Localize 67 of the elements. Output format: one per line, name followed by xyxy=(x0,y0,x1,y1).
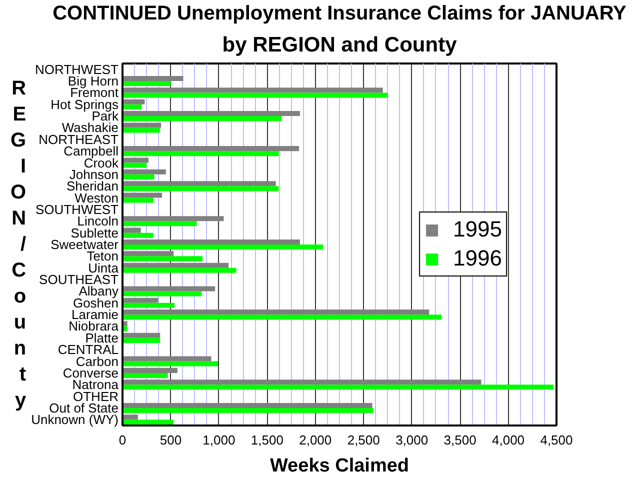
x-tick-label: 1,500 xyxy=(250,432,284,448)
bar xyxy=(122,384,554,390)
x-axis-title: Weeks Claimed xyxy=(270,456,410,476)
x-tick-label: 4,000 xyxy=(492,432,525,448)
x-tick-label: 500 xyxy=(160,432,182,448)
x-tick-label: 3,500 xyxy=(444,432,476,448)
y-tick-label: NORTHWEST xyxy=(34,62,119,77)
x-tick-label: 3,000 xyxy=(396,432,428,448)
bar xyxy=(122,216,224,222)
bar xyxy=(122,420,174,425)
chart-title: CONTINUED Unemployment Insurance Claims for JANUARY xyxy=(52,2,628,24)
bar xyxy=(122,251,174,256)
bar xyxy=(122,92,388,98)
bar xyxy=(122,262,229,268)
x-tick-label: 2,000 xyxy=(299,432,332,448)
bar xyxy=(122,298,158,303)
chart-subtitle: by REGION and County xyxy=(222,34,458,56)
bar xyxy=(122,169,166,174)
bar xyxy=(122,228,141,233)
bar xyxy=(122,232,154,238)
bar xyxy=(122,326,128,332)
bar xyxy=(122,111,300,116)
bar xyxy=(122,76,184,82)
x-tick-label: 1,000 xyxy=(202,432,236,448)
bar xyxy=(122,181,276,186)
bar xyxy=(122,338,160,343)
bar xyxy=(122,128,160,133)
bar xyxy=(122,122,162,128)
bar xyxy=(122,368,178,373)
x-tick-label: 4,500 xyxy=(540,432,573,448)
bar xyxy=(122,244,324,250)
bar xyxy=(122,239,300,244)
y-tick-label: Hot Springs xyxy=(50,96,119,112)
bar xyxy=(122,414,138,420)
bar xyxy=(122,88,383,93)
bar xyxy=(122,314,442,320)
bar xyxy=(122,116,282,122)
bar xyxy=(122,162,147,168)
bar xyxy=(122,104,142,110)
bar xyxy=(122,221,197,226)
bar xyxy=(122,174,154,180)
bar xyxy=(122,372,168,378)
bar xyxy=(122,146,299,152)
bar xyxy=(122,408,374,414)
legend-label: 1995 xyxy=(453,216,502,242)
bar xyxy=(122,186,279,192)
bar xyxy=(122,402,372,408)
x-tick-label: 0 xyxy=(118,432,126,448)
bar xyxy=(122,302,175,308)
bar xyxy=(122,380,482,385)
x-tick-label: 2,500 xyxy=(347,432,380,448)
legend-label: 1996 xyxy=(453,246,502,272)
bar xyxy=(122,99,145,104)
bar xyxy=(122,81,171,86)
bar xyxy=(122,198,154,203)
bar xyxy=(122,158,149,163)
bar xyxy=(122,256,203,262)
bar xyxy=(122,291,202,296)
bar xyxy=(122,268,236,273)
text: REGION/County xyxy=(10,78,26,412)
bar xyxy=(122,356,212,362)
bar xyxy=(122,192,162,198)
bar xyxy=(122,151,279,156)
bar xyxy=(122,332,160,338)
bar xyxy=(122,361,218,366)
bar xyxy=(122,310,430,315)
bar xyxy=(122,286,216,292)
